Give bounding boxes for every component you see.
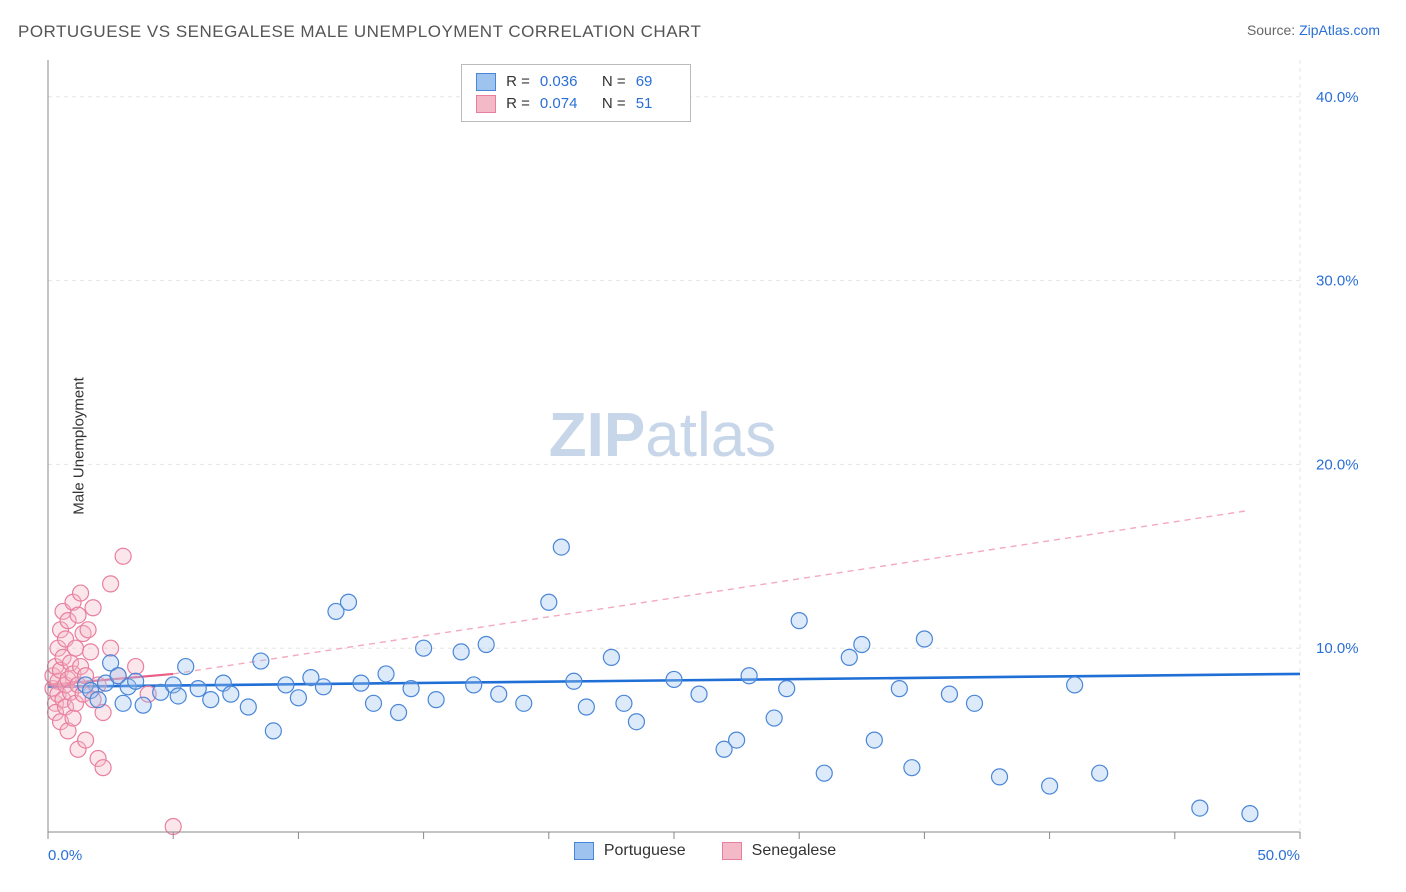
legend-swatch	[476, 95, 496, 113]
data-point	[428, 692, 444, 708]
legend-swatch	[476, 73, 496, 91]
y-tick-label: 40.0%	[1316, 89, 1359, 106]
data-point	[90, 692, 106, 708]
data-point	[391, 705, 407, 721]
correlation-legend: R = 0.036 N = 69 R = 0.074 N = 51	[461, 64, 691, 122]
series-legend: Portuguese Senegalese	[574, 842, 836, 860]
data-point	[516, 695, 532, 711]
data-point	[95, 760, 111, 776]
data-point	[223, 686, 239, 702]
data-point	[453, 644, 469, 660]
data-point	[992, 769, 1008, 785]
data-point	[741, 668, 757, 684]
data-point	[1242, 806, 1258, 822]
r-label: R =	[506, 93, 530, 115]
data-point	[904, 760, 920, 776]
data-point	[278, 677, 294, 693]
data-point	[854, 637, 870, 653]
series-legend-item: Senegalese	[722, 842, 837, 860]
r-value: 0.074	[540, 93, 580, 115]
data-point	[190, 681, 206, 697]
data-point	[128, 673, 144, 689]
data-point	[70, 607, 86, 623]
data-point	[916, 631, 932, 647]
x-tick-label: 50.0%	[1257, 847, 1300, 864]
data-point	[566, 673, 582, 689]
data-point	[541, 594, 557, 610]
y-tick-label: 10.0%	[1316, 640, 1359, 657]
data-point	[553, 539, 569, 555]
data-point	[966, 695, 982, 711]
data-point	[128, 659, 144, 675]
n-value: 69	[636, 71, 676, 93]
data-point	[366, 695, 382, 711]
data-point	[73, 585, 89, 601]
data-point	[478, 637, 494, 653]
data-point	[80, 622, 96, 638]
data-point	[240, 699, 256, 715]
data-point	[891, 681, 907, 697]
x-tick-label: 0.0%	[48, 847, 82, 864]
data-point	[340, 594, 356, 610]
data-point	[1092, 765, 1108, 781]
legend-row: R = 0.074 N = 51	[476, 93, 676, 115]
data-point	[666, 671, 682, 687]
data-point	[628, 714, 644, 730]
data-point	[353, 675, 369, 691]
scatter-chart: 10.0% 20.0% 30.0% 40.0% 0.0% 50.0%	[0, 0, 1380, 872]
data-point	[1192, 800, 1208, 816]
data-point	[403, 681, 419, 697]
legend-row: R = 0.036 N = 69	[476, 71, 676, 93]
data-point	[203, 692, 219, 708]
data-point	[103, 576, 119, 592]
data-point	[290, 690, 306, 706]
data-point	[115, 548, 131, 564]
chart-container: PORTUGUESE VS SENEGALESE MALE UNEMPLOYME…	[0, 0, 1406, 892]
data-point	[78, 732, 94, 748]
series-name: Senegalese	[752, 842, 837, 860]
n-value: 51	[636, 93, 676, 115]
data-point	[779, 681, 795, 697]
r-value: 0.036	[540, 71, 580, 93]
data-point	[816, 765, 832, 781]
data-point	[616, 695, 632, 711]
data-point	[603, 649, 619, 665]
series-name: Portuguese	[604, 842, 686, 860]
data-point	[178, 659, 194, 675]
data-point	[170, 688, 186, 704]
data-point	[265, 723, 281, 739]
y-tick-label: 20.0%	[1316, 456, 1359, 473]
data-point	[1067, 677, 1083, 693]
data-point	[941, 686, 957, 702]
series-legend-item: Portuguese	[574, 842, 686, 860]
data-point	[466, 677, 482, 693]
data-point	[491, 686, 507, 702]
data-point	[1042, 778, 1058, 794]
data-point	[578, 699, 594, 715]
data-point	[729, 732, 745, 748]
data-point	[83, 644, 99, 660]
data-point	[378, 666, 394, 682]
data-point	[866, 732, 882, 748]
data-point	[315, 679, 331, 695]
data-point	[253, 653, 269, 669]
data-point	[68, 640, 84, 656]
y-tick-label: 30.0%	[1316, 273, 1359, 290]
n-label: N =	[602, 93, 626, 115]
data-point	[115, 695, 131, 711]
legend-swatch	[722, 842, 742, 860]
data-point	[791, 613, 807, 629]
data-point	[65, 710, 81, 726]
data-point	[85, 600, 101, 616]
n-label: N =	[602, 71, 626, 93]
data-point	[691, 686, 707, 702]
data-point	[103, 640, 119, 656]
data-point	[766, 710, 782, 726]
r-label: R =	[506, 71, 530, 93]
legend-swatch	[574, 842, 594, 860]
data-point	[416, 640, 432, 656]
data-point	[135, 697, 151, 713]
data-point	[841, 649, 857, 665]
